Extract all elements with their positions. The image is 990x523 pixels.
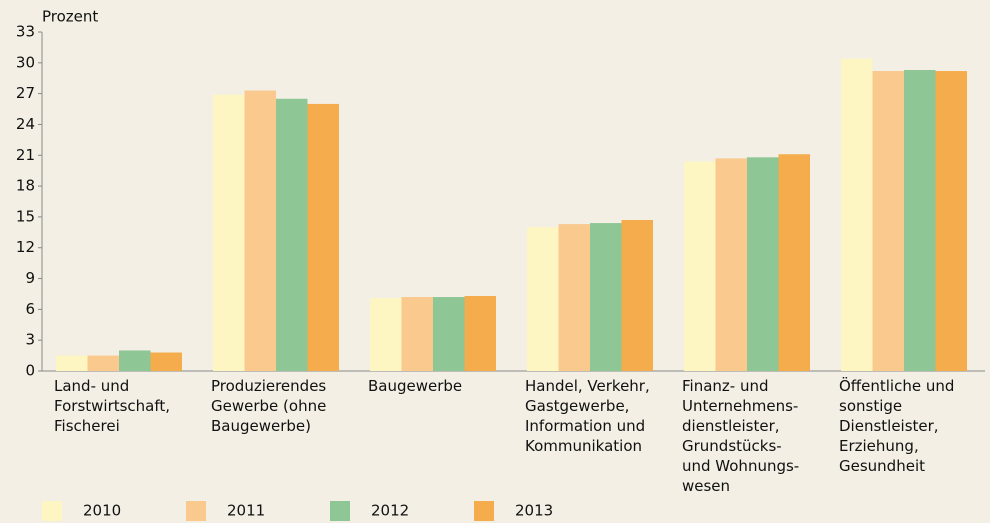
y-tick-label: 15: [16, 207, 35, 225]
bar: [778, 154, 810, 371]
y-tick-label: 24: [16, 115, 35, 133]
legend-label: 2011: [227, 502, 265, 520]
bar: [433, 297, 465, 371]
bar: [464, 296, 496, 371]
y-axis-label: Prozent: [42, 8, 98, 26]
bar: [56, 355, 88, 371]
legend-swatch: [186, 501, 206, 521]
y-tick-label: 9: [25, 269, 35, 287]
y-tick-label: 0: [25, 362, 35, 380]
y-tick-label: 3: [25, 331, 35, 349]
y-tick-label: 30: [16, 53, 35, 71]
bar: [150, 352, 182, 371]
y-tick-label: 18: [16, 177, 35, 195]
x-tick-label: Handel, Verkehr, Gastgewerbe, Informatio…: [525, 377, 650, 455]
x-tick-label: Öffentliche und sonstige Dienstleister, …: [839, 377, 955, 475]
legend-swatch: [42, 501, 62, 521]
legend-label: 2012: [371, 502, 409, 520]
bar: [872, 71, 904, 371]
bar: [213, 94, 245, 371]
bar: [558, 224, 590, 371]
y-tick-label: 6: [25, 300, 35, 318]
bar: [904, 70, 936, 371]
bar: [87, 355, 119, 371]
bar: [244, 90, 276, 372]
bar: [370, 298, 402, 371]
bar: [307, 103, 339, 371]
x-tick-label: Land- und Forstwirtschaft, Fischerei: [54, 377, 171, 435]
y-tick-label: 21: [16, 146, 35, 164]
x-tick-label: Baugewerbe: [368, 377, 463, 395]
bar: [747, 157, 779, 371]
bar: [590, 223, 622, 371]
bar: [684, 161, 716, 371]
x-tick-label: Finanz- und Unternehmens- dienstleister,…: [682, 377, 800, 495]
legend-swatch: [330, 501, 350, 521]
bar: [527, 227, 559, 371]
bar: [841, 58, 873, 371]
y-tick-label: 27: [16, 84, 35, 102]
bar: [276, 98, 308, 371]
legend-swatch: [474, 501, 494, 521]
bar: [119, 350, 151, 371]
bar: [715, 158, 747, 371]
legend-label: 2010: [83, 502, 121, 520]
bar: [401, 297, 433, 371]
x-tick-label: Produzierendes Gewerbe (ohne Baugewerbe): [211, 377, 327, 435]
bar: [621, 219, 653, 371]
y-tick-label: 33: [16, 23, 35, 41]
y-tick-label: 12: [16, 238, 35, 256]
bar: [935, 71, 967, 371]
legend-label: 2013: [515, 502, 553, 520]
